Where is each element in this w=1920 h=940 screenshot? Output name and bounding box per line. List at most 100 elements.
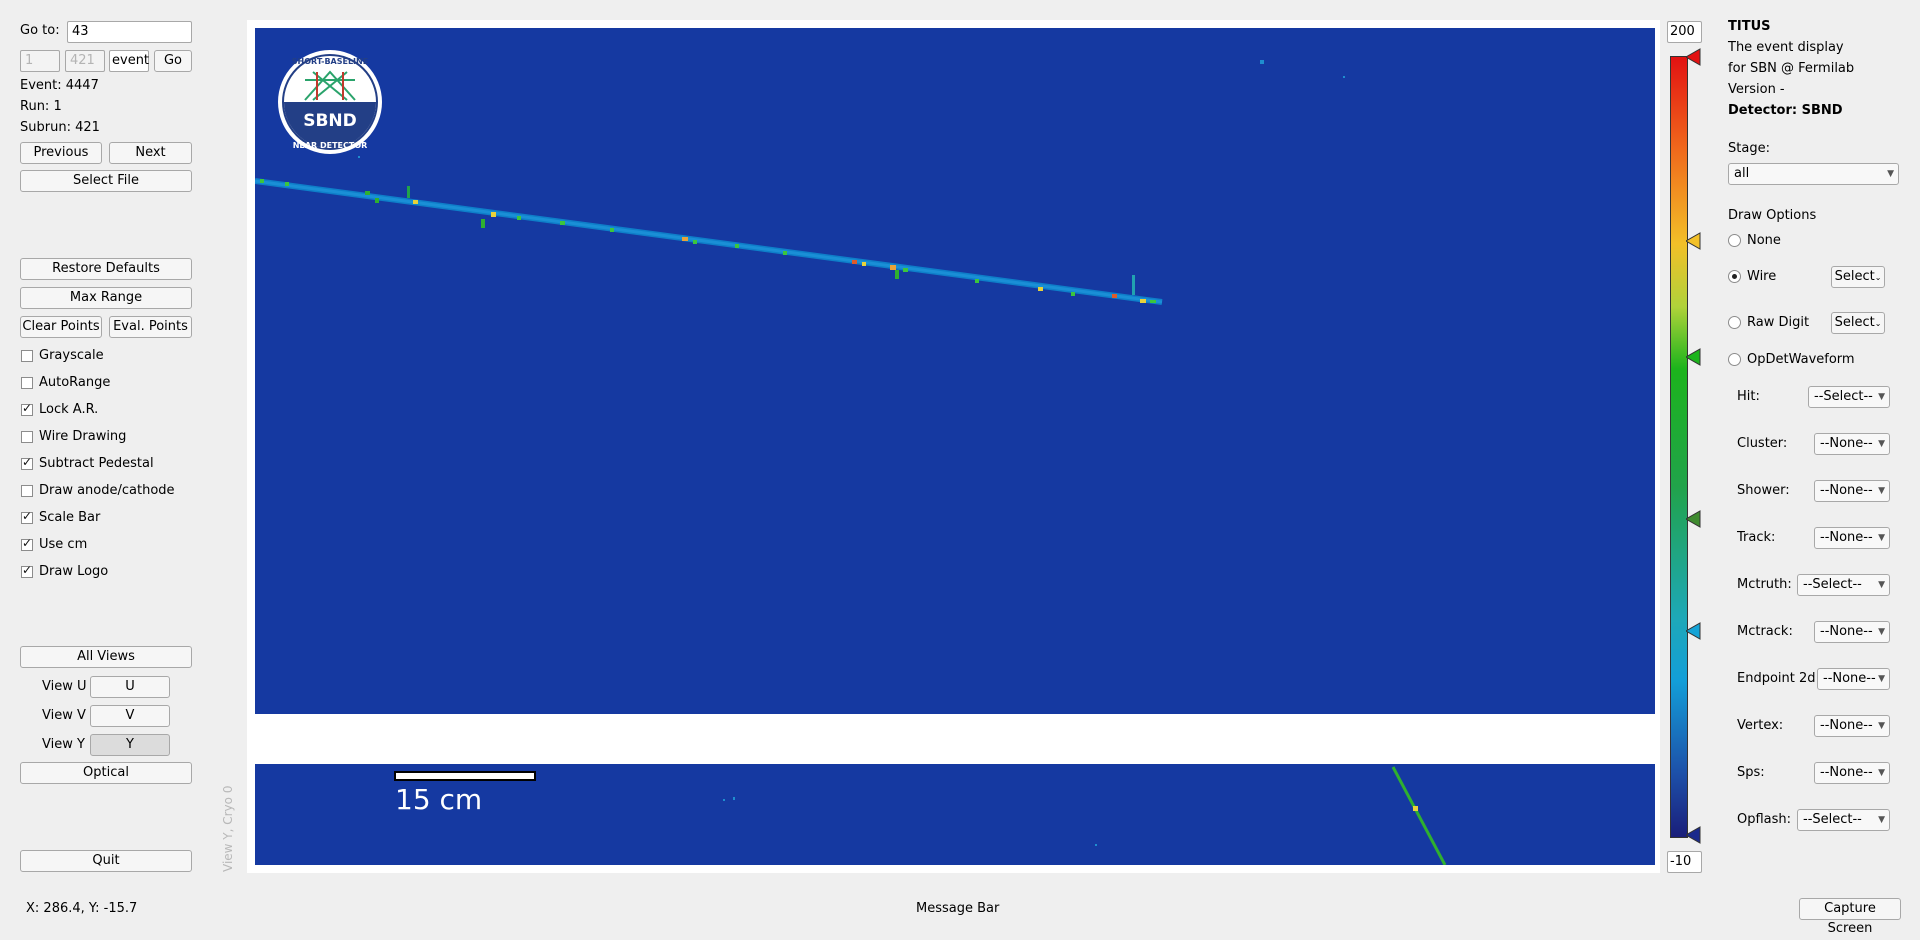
chevron-down-icon: ▼	[1878, 721, 1885, 731]
product-select[interactable]: --Select-- ▼	[1808, 386, 1890, 408]
view-u-label: View U	[42, 679, 87, 694]
radio-button[interactable]	[1728, 316, 1741, 329]
handle-yellow-icon	[1686, 232, 1701, 250]
product-select[interactable]: --None-- ▼	[1814, 762, 1890, 784]
product-label: Mctruth:	[1737, 577, 1792, 592]
max-range-button[interactable]: Max Range	[20, 287, 192, 309]
checkbox-label: Subtract Pedestal	[39, 456, 154, 471]
view-v-button[interactable]: V	[90, 705, 170, 727]
next-button[interactable]: Next	[109, 142, 192, 164]
product-select-value: --None--	[1820, 765, 1873, 780]
app-title: TITUS	[1728, 19, 1771, 34]
clear-points-button[interactable]: Clear Points	[20, 316, 102, 338]
eval-points-button[interactable]: Eval. Points	[109, 316, 192, 338]
checkbox[interactable]	[21, 401, 33, 416]
select-file-button[interactable]: Select File	[20, 170, 192, 192]
wire-select-button[interactable]: Select⌄	[1831, 266, 1885, 288]
event-number: Event: 4447	[20, 78, 99, 93]
radio-button[interactable]	[1728, 270, 1741, 283]
checkbox[interactable]	[21, 350, 33, 362]
optical-button[interactable]: Optical	[20, 762, 192, 784]
checkbox[interactable]	[21, 455, 33, 470]
track-main	[255, 179, 1163, 304]
handle-min-icon	[1686, 826, 1701, 844]
app-version: Version -	[1728, 82, 1785, 97]
chevron-down-icon: ▼	[1878, 768, 1885, 778]
sbnd-logo: SBND SHORT-BASELINE NEAR DETECTOR	[278, 50, 382, 154]
radio-label: None	[1747, 233, 1781, 248]
product-select[interactable]: --Select-- ▼	[1797, 574, 1890, 596]
scale-bar	[394, 771, 536, 781]
rawdigit-select-button[interactable]: Select⌄	[1831, 312, 1885, 334]
goto-label: Go to:	[20, 23, 60, 38]
go-button[interactable]: Go	[154, 50, 192, 72]
menu-indicator-icon: ⌄	[1874, 319, 1882, 328]
event-input[interactable]: event	[109, 50, 149, 72]
product-label: Endpoint 2d:	[1737, 671, 1815, 686]
track-hits	[260, 179, 1156, 303]
product-label: Hit:	[1737, 389, 1760, 404]
radio-label: Wire	[1747, 269, 1777, 284]
product-label: Cluster:	[1737, 436, 1788, 451]
previous-button[interactable]: Previous	[20, 142, 102, 164]
handle-green-icon	[1686, 348, 1701, 366]
restore-defaults-button[interactable]: Restore Defaults	[20, 258, 192, 280]
app-desc-1: The event display	[1728, 40, 1844, 55]
checkbox[interactable]	[21, 485, 33, 497]
radio-label: Raw Digit	[1747, 315, 1810, 330]
checkbox[interactable]	[21, 536, 33, 551]
product-select-value: --Select--	[1814, 389, 1873, 404]
product-label: Sps:	[1737, 765, 1765, 780]
product-select-value: --None--	[1820, 436, 1873, 451]
stage-select[interactable]: all ▼	[1728, 163, 1899, 185]
colorbar-handles[interactable]	[1686, 48, 1704, 848]
chevron-down-icon: ▼	[1878, 815, 1885, 825]
product-select-value: --None--	[1820, 530, 1873, 545]
subrun-number: Subrun: 421	[20, 120, 100, 135]
product-label: Vertex:	[1737, 718, 1784, 733]
checkbox[interactable]	[21, 563, 33, 578]
product-select[interactable]: --None-- ▼	[1817, 668, 1890, 690]
product-select[interactable]: --None-- ▼	[1814, 715, 1890, 737]
chevron-down-icon: ▼	[1878, 580, 1885, 590]
wire-select-label: Select	[1834, 269, 1875, 284]
scale-bar-label: 15 cm	[395, 783, 482, 816]
view-u-button[interactable]: U	[90, 676, 170, 698]
chevron-down-icon: ▼	[1878, 392, 1885, 402]
radio-button[interactable]	[1728, 353, 1741, 366]
event-display-lower[interactable]: 15 cm	[255, 764, 1655, 865]
view-y-button[interactable]: Y	[90, 734, 170, 756]
chevron-down-icon: ▼	[1878, 439, 1885, 449]
logo-top-text: SHORT-BASELINE	[292, 57, 368, 66]
display-background	[255, 28, 1655, 714]
product-select[interactable]: --Select-- ▼	[1797, 809, 1890, 831]
colorbar-max-input[interactable]: 200	[1667, 21, 1702, 43]
capture-screen-button[interactable]: Capture Screen	[1799, 898, 1901, 936]
checkbox[interactable]	[21, 509, 33, 524]
product-select[interactable]: --None-- ▼	[1814, 621, 1890, 643]
subrun-input[interactable]: 421	[65, 50, 105, 72]
product-label: Mctrack:	[1737, 624, 1793, 639]
rawdigit-select-label: Select	[1834, 315, 1875, 330]
colorbar-gradient	[1670, 56, 1688, 838]
radio-button[interactable]	[1728, 234, 1741, 247]
run-input[interactable]: 1	[20, 50, 60, 72]
product-label: Track:	[1737, 530, 1776, 545]
product-select-value: --None--	[1820, 718, 1873, 733]
event-display-main[interactable]: SBND SHORT-BASELINE NEAR DETECTOR	[255, 28, 1655, 714]
product-select[interactable]: --None-- ▼	[1814, 527, 1890, 549]
product-select-value: --None--	[1820, 483, 1873, 498]
all-views-button[interactable]: All Views	[20, 646, 192, 668]
product-select[interactable]: --None-- ▼	[1814, 480, 1890, 502]
handle-max-icon	[1686, 48, 1701, 66]
checkbox[interactable]	[21, 431, 33, 443]
quit-button[interactable]: Quit	[20, 850, 192, 872]
checkbox[interactable]	[21, 377, 33, 389]
colorbar-min-input[interactable]: -10	[1667, 851, 1702, 873]
stage-value: all	[1734, 166, 1750, 181]
product-select[interactable]: --None-- ▼	[1814, 433, 1890, 455]
run-number: Run: 1	[20, 99, 62, 114]
product-select-value: --None--	[1820, 624, 1873, 639]
app-desc-2: for SBN @ Fermilab	[1728, 61, 1855, 76]
goto-input[interactable]: 43	[67, 21, 192, 43]
